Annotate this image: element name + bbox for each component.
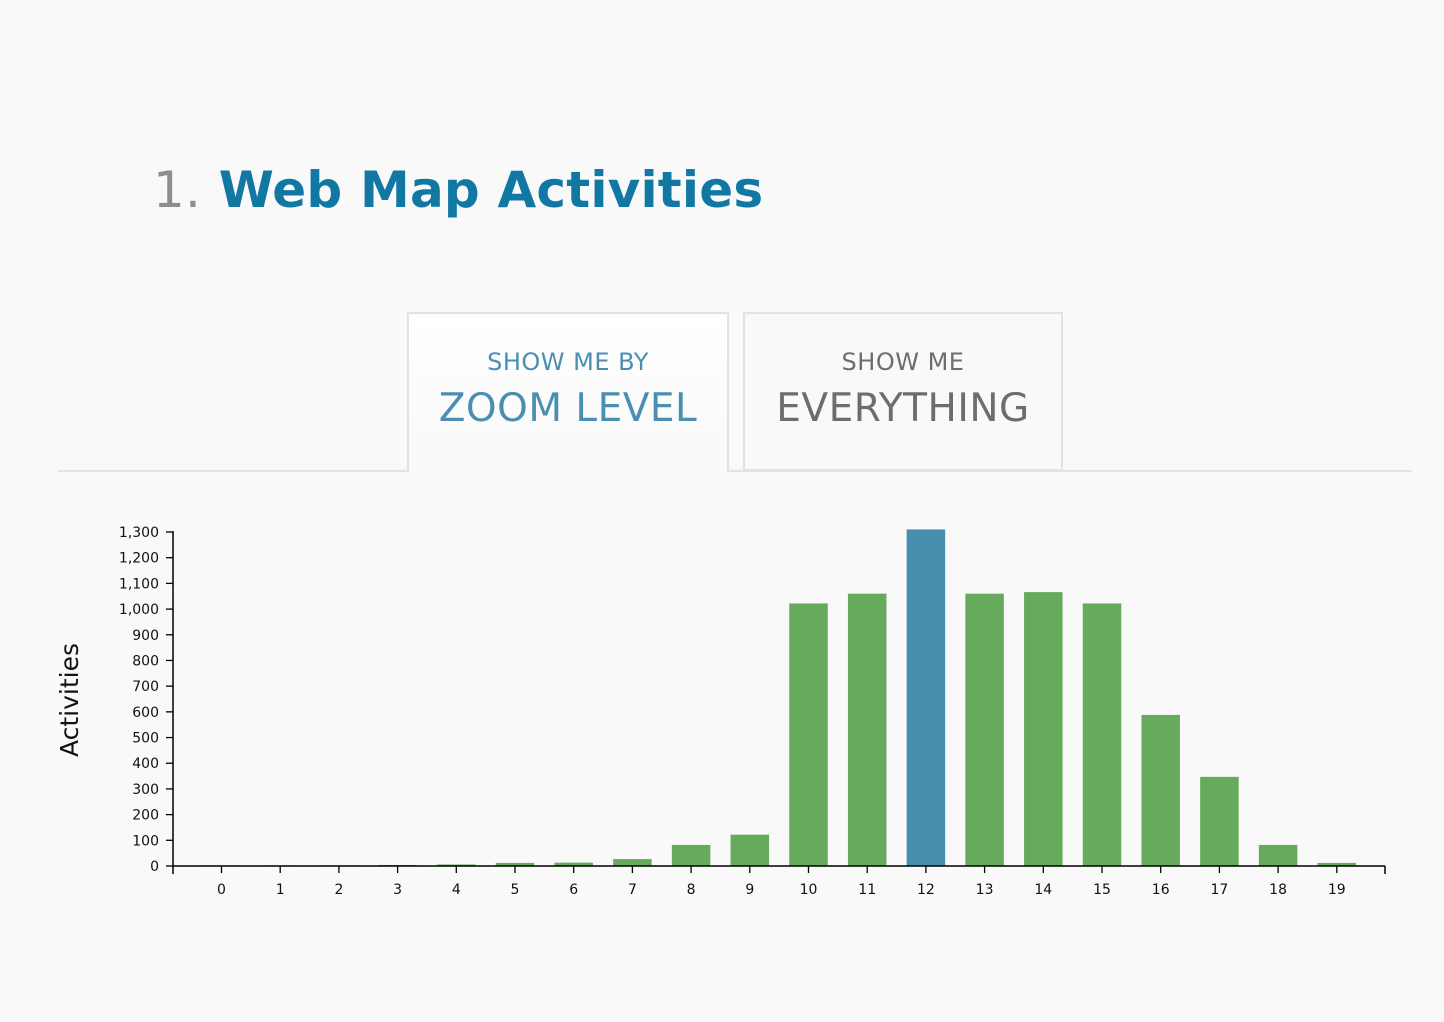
y-tick-label-1300: 1,300 [119,525,159,541]
bar-zoom-5 [495,862,535,866]
x-tick-label-5: 5 [511,882,520,898]
y-tick-label-500: 500 [132,731,159,747]
x-tick-label-7: 7 [628,882,637,898]
tab-everything[interactable]: SHOW ME EVERYTHING [743,312,1063,471]
x-tick-label-16: 16 [1152,882,1170,898]
x-tick-label-2: 2 [334,882,343,898]
bar-zoom-15 [1082,603,1122,866]
x-tick-label-14: 14 [1034,882,1052,898]
y-tick-label-900: 900 [132,628,159,644]
y-tick-label-400: 400 [132,756,159,772]
bar-zoom-9 [730,834,770,866]
y-tick-label-800: 800 [132,653,159,669]
x-tick-label-0: 0 [217,882,226,898]
bar-zoom-4 [437,864,476,866]
title-number: 1. [153,161,202,219]
tab-zoom-level-caption: SHOW ME BY [487,348,649,376]
x-tick-label-17: 17 [1210,882,1228,898]
x-tick-label-11: 11 [858,882,876,898]
x-tick-label-6: 6 [569,882,578,898]
tab-everything-label: EVERYTHING [776,386,1030,431]
y-tick-label-600: 600 [132,705,159,721]
y-tick-label-200: 200 [132,808,159,824]
bar-zoom-18 [1258,844,1298,866]
page-title: 1. Web Map Activities [153,152,763,228]
x-tick-label-4: 4 [452,882,461,898]
x-tick-label-1: 1 [276,882,285,898]
y-tick-label-100: 100 [132,833,159,849]
x-tick-label-9: 9 [745,882,754,898]
bar-zoom-6 [554,862,593,866]
x-tick-label-19: 19 [1328,882,1346,898]
bar-zoom-13 [965,593,1004,866]
x-tick-label-15: 15 [1093,882,1111,898]
bar-zoom-10 [789,603,828,866]
bar-zoom-12 [906,529,946,866]
bar-zoom-19 [1317,862,1357,866]
x-tick-label-13: 13 [976,882,994,898]
bar-zoom-8 [671,844,711,866]
x-tick-label-12: 12 [917,882,935,898]
tab-everything-caption: SHOW ME [841,348,965,376]
y-tick-label-0: 0 [150,859,159,875]
x-tick-label-8: 8 [687,882,696,898]
x-tick-label-18: 18 [1269,882,1287,898]
y-axis-label: Activities [55,643,84,757]
bar-zoom-14 [1024,592,1063,866]
y-tick-label-300: 300 [132,782,159,798]
title-text: Web Map Activities [218,161,764,219]
tab-zoom-level-label: ZOOM LEVEL [438,386,698,431]
tab-zoom-level[interactable]: SHOW ME BY ZOOM LEVEL [407,312,729,473]
bar-zoom-11 [847,593,887,866]
bar-zoom-17 [1200,776,1239,866]
bar-zoom-7 [613,859,652,866]
x-tick-label-3: 3 [393,882,402,898]
tab-baseline [58,470,1412,472]
y-tick-label-1200: 1,200 [119,551,159,567]
bar-zoom-16 [1141,714,1180,866]
y-tick-label-1000: 1,000 [119,602,159,618]
x-tick-label-10: 10 [800,882,818,898]
y-tick-label-700: 700 [132,679,159,695]
y-tick-label-1100: 1,100 [119,576,159,592]
